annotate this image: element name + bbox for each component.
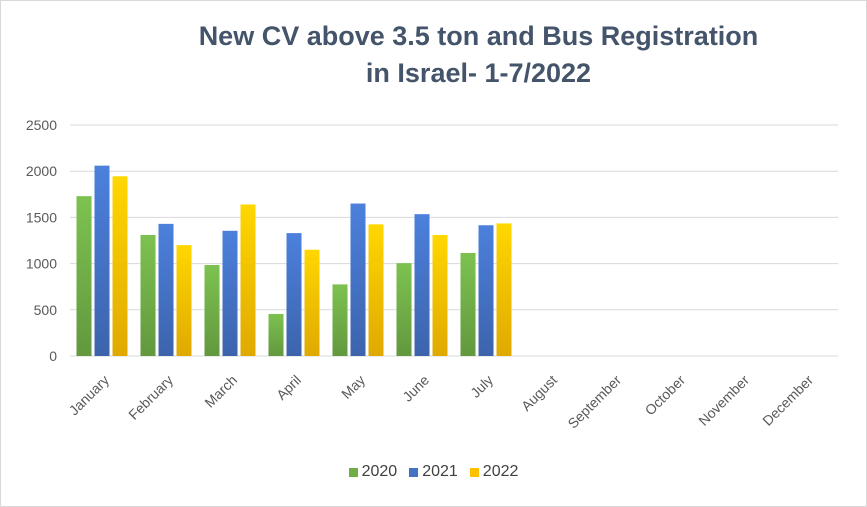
y-tick-label: 2500 bbox=[26, 117, 57, 133]
bar-2020-april bbox=[268, 313, 284, 356]
x-tick-label-august: August bbox=[518, 372, 560, 414]
y-axis-ticks: 0 500 1000 1500 2000 2500 bbox=[26, 117, 57, 364]
bar-2022-march bbox=[240, 204, 256, 356]
bar-2020-june bbox=[396, 263, 412, 356]
x-tick-label-september: September bbox=[564, 372, 624, 432]
bar-2021-february bbox=[158, 223, 174, 356]
x-tick-label-may: May bbox=[338, 372, 368, 402]
bar-2022-january bbox=[112, 176, 128, 356]
x-tick-label-january: January bbox=[66, 372, 113, 419]
bar-2021-march bbox=[222, 230, 238, 356]
bar-2020-january bbox=[76, 196, 92, 356]
y-tick-label: 2000 bbox=[26, 163, 57, 179]
legend-item-2020: 2020 bbox=[348, 463, 398, 481]
legend-label: 2022 bbox=[482, 463, 519, 480]
x-tick-label-june: June bbox=[399, 372, 432, 405]
legend-item-2022: 2022 bbox=[469, 463, 519, 481]
legend-swatch bbox=[409, 467, 419, 477]
y-tick-label: 1500 bbox=[26, 209, 57, 225]
legend-item-2021: 2021 bbox=[409, 463, 458, 481]
chart-title-line-1: New CV above 3.5 ton and Bus Registratio… bbox=[198, 21, 759, 51]
legend-swatch bbox=[469, 467, 479, 477]
bar-2022-july bbox=[496, 223, 512, 356]
bar-2021-april bbox=[286, 233, 302, 356]
y-tick-label: 0 bbox=[49, 348, 57, 364]
bar-2022-april bbox=[304, 249, 320, 356]
y-tick-label: 500 bbox=[34, 302, 58, 318]
y-tick-label: 1000 bbox=[26, 256, 57, 272]
bar-2021-june bbox=[414, 214, 430, 356]
x-tick-label-november: November bbox=[695, 372, 752, 429]
legend-label: 2021 bbox=[422, 463, 458, 480]
x-tick-label-december: December bbox=[759, 372, 816, 429]
bars bbox=[76, 165, 512, 356]
x-tick-label-april: April bbox=[273, 372, 304, 403]
bar-2021-july bbox=[478, 225, 494, 356]
bar-2021-january bbox=[94, 165, 110, 356]
bar-2020-july bbox=[460, 252, 476, 356]
legend: 2020 2021 2022 bbox=[0, 463, 867, 481]
legend-label: 2020 bbox=[361, 463, 398, 480]
bar-2022-february bbox=[176, 245, 192, 356]
x-tick-label-march: March bbox=[201, 372, 240, 411]
bar-2020-march bbox=[204, 264, 220, 356]
chart-title-line-2: in Israel- 1-7/2022 bbox=[365, 58, 592, 88]
bar-2021-may bbox=[350, 203, 366, 356]
bar-2022-may bbox=[368, 224, 384, 356]
x-tick-label-july: July bbox=[467, 372, 496, 401]
bar-2020-may bbox=[332, 284, 348, 356]
bar-2020-february bbox=[140, 234, 156, 356]
x-tick-label-february: February bbox=[125, 372, 176, 423]
gridlines bbox=[70, 124, 838, 357]
x-tick-label-october: October bbox=[642, 372, 689, 419]
x-axis-ticks: January February March April May June July Augu… bbox=[66, 372, 817, 432]
legend-swatch bbox=[348, 467, 358, 477]
chart-title: New CV above 3.5 ton and Bus Registratio… bbox=[0, 18, 867, 92]
bar-2022-june bbox=[432, 234, 448, 356]
